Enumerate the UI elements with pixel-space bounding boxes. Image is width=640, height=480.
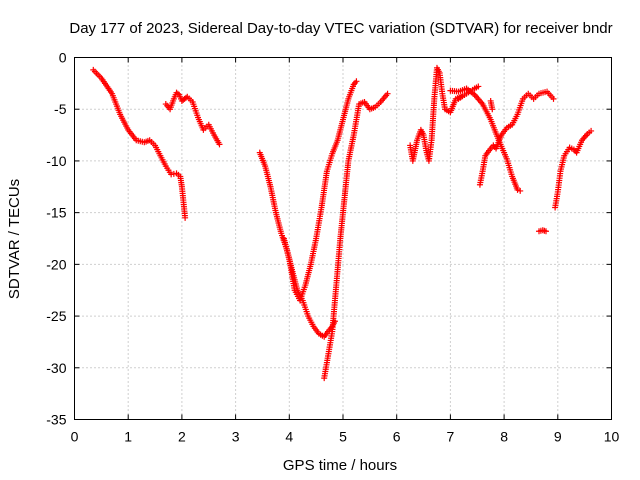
y-tick-label: -15 — [46, 205, 66, 221]
data-point — [514, 186, 521, 193]
x-tick-label: 5 — [339, 429, 347, 445]
data-point — [475, 83, 482, 90]
x-tick-label: 4 — [285, 429, 293, 445]
data-points — [90, 64, 595, 382]
series-seg9 — [476, 88, 557, 188]
series-seg12 — [552, 127, 595, 211]
x-axis-label: GPS time / hours — [283, 457, 397, 474]
series-seg4 — [280, 78, 360, 304]
data-point — [384, 90, 391, 97]
y-tick-label: 0 — [59, 50, 67, 66]
x-tick-label: 1 — [124, 429, 132, 445]
data-point — [174, 90, 181, 97]
y-axis-label: SDTVAR / TECUs — [6, 179, 23, 299]
x-tick-label: 6 — [393, 429, 401, 445]
plot-frame — [74, 57, 612, 420]
series-seg2 — [162, 89, 223, 148]
chart-title: Day 177 of 2023, Sidereal Day-to-day VTE… — [69, 20, 612, 37]
x-tick-label: 8 — [500, 429, 508, 445]
x-tick-label: 2 — [178, 429, 186, 445]
y-tick-label: -30 — [46, 360, 66, 376]
data-point — [182, 214, 189, 221]
series-seg7 — [447, 85, 524, 194]
axis-ticks: 0 1 2 3 4 5 6 7 8 9 10 0 -5 -10 -15 -20 -25 -30 -35 — [46, 50, 619, 445]
data-point — [182, 94, 189, 101]
y-tick-label: -25 — [46, 308, 66, 324]
series-seg5 — [321, 90, 391, 382]
y-tick-label: -20 — [46, 256, 66, 272]
data-point — [353, 78, 360, 85]
y-tick-label: -10 — [46, 153, 66, 169]
series-seg6 — [407, 64, 465, 164]
series-seg1 — [90, 66, 189, 221]
y-tick-label: -35 — [46, 412, 66, 428]
data-point — [489, 106, 496, 113]
x-tick-label: 0 — [71, 429, 79, 445]
series-seg10 — [487, 97, 496, 113]
data-point — [588, 127, 595, 134]
series-seg8 — [455, 83, 482, 102]
data-point — [550, 95, 557, 102]
x-tick-label: 7 — [447, 429, 455, 445]
data-point — [542, 228, 549, 235]
data-point — [216, 141, 223, 148]
x-tick-label: 9 — [554, 429, 562, 445]
y-tick-label: -5 — [54, 101, 67, 117]
data-point — [517, 187, 524, 194]
series-seg11 — [536, 227, 549, 235]
x-tick-label: 10 — [604, 429, 620, 445]
x-tick-label: 3 — [232, 429, 240, 445]
